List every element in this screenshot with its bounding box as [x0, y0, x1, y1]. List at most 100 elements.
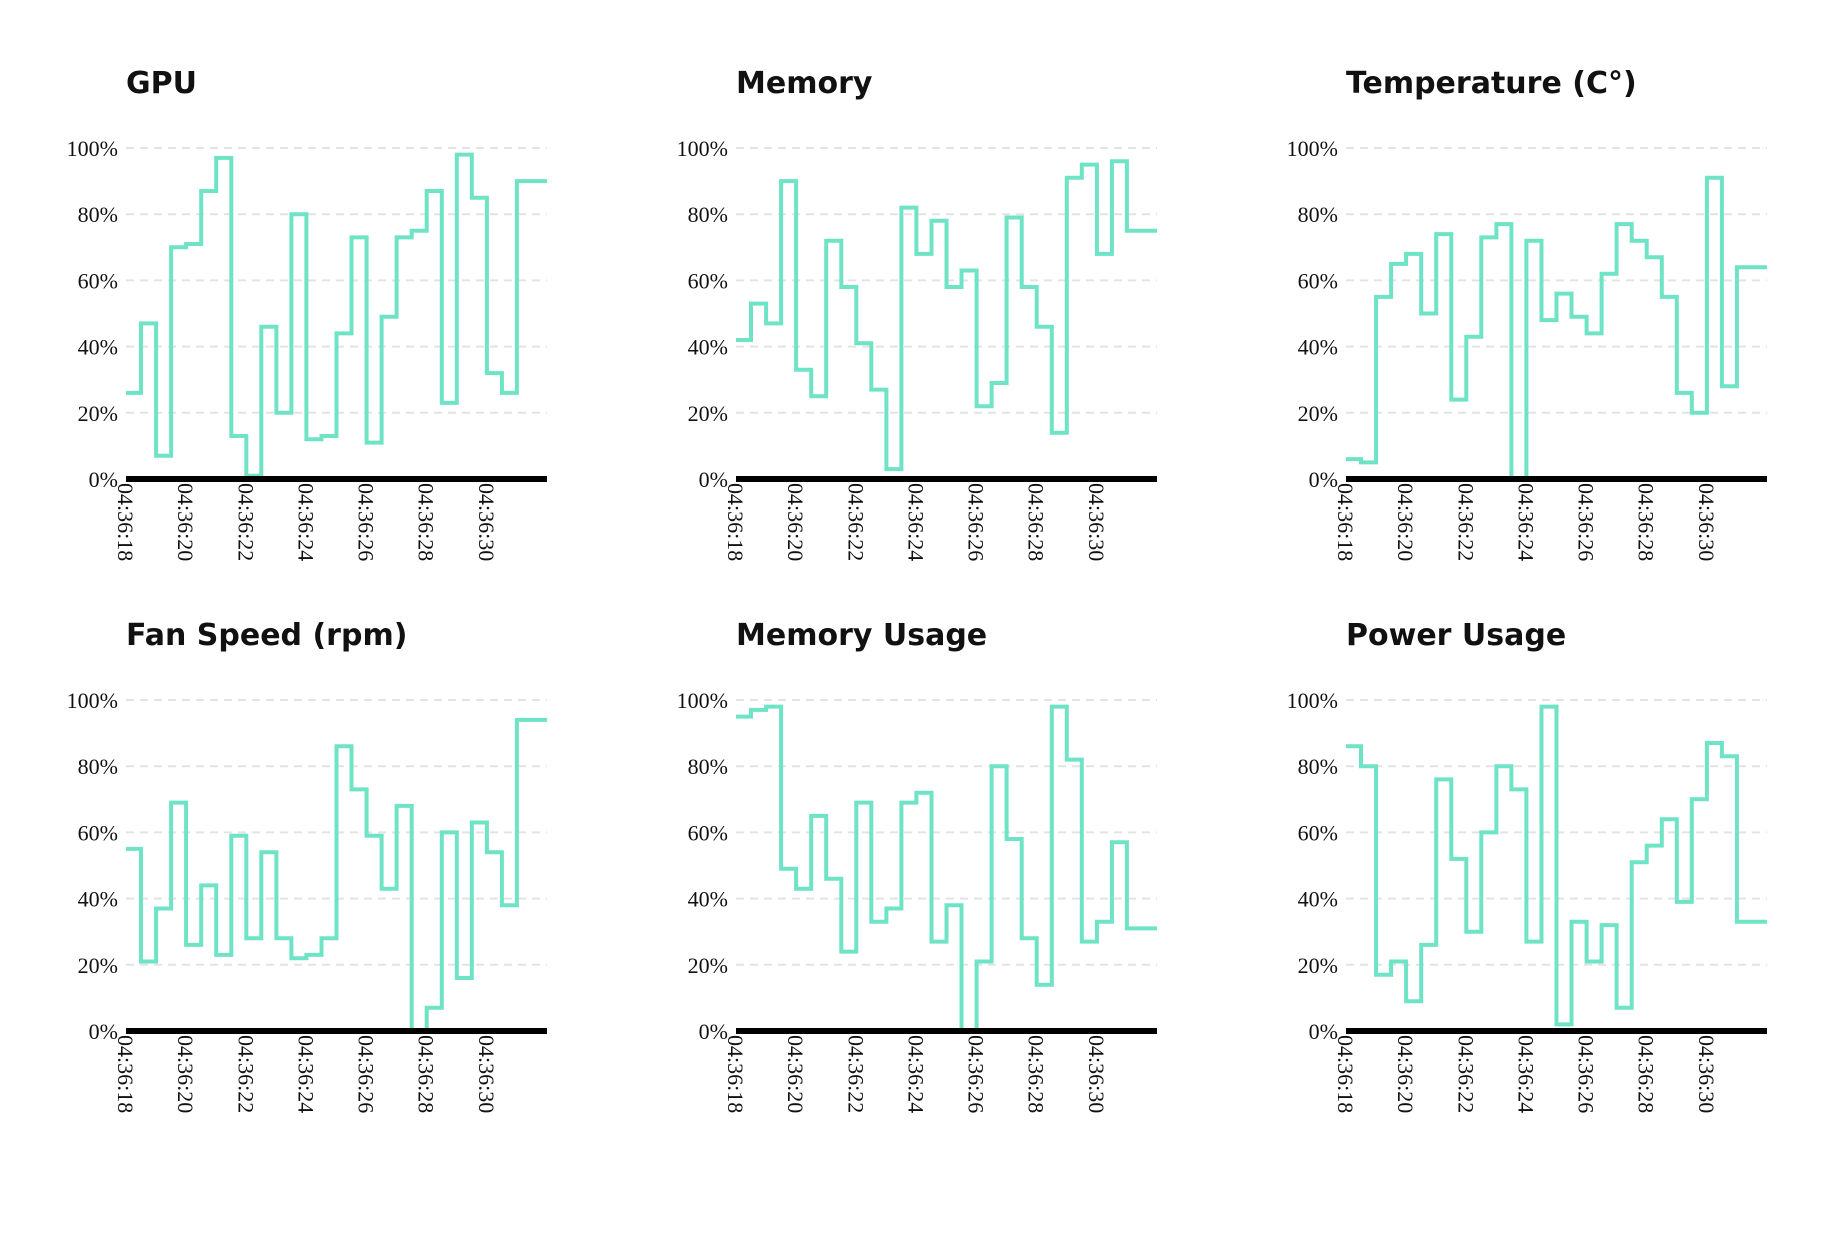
x-tick-label: 04:36:24 — [293, 1035, 318, 1113]
x-tick-label: 04:36:18 — [723, 1035, 748, 1113]
series-line — [126, 717, 547, 1033]
y-tick-label: 100% — [677, 688, 728, 713]
y-tick-label: 100% — [1287, 688, 1338, 713]
chart-panel-memory: Memory 0% 20% 40% 60% 80% 100% 04:36:18 04:36:2… — [610, 0, 1210, 561]
chart-title-gpu: GPU — [126, 66, 197, 101]
x-tick-label: 04:36:22 — [233, 1035, 258, 1113]
x-tick-label: 04:36:18 — [723, 483, 748, 561]
y-tick-label: 100% — [1287, 136, 1338, 161]
x-tick-label: 04:36:26 — [354, 1035, 379, 1113]
y-tick-label: 60% — [688, 268, 728, 293]
x-tick-label: 04:36:30 — [474, 483, 499, 561]
x-tick-label: 04:36:30 — [1694, 483, 1719, 561]
y-tick-label: 80% — [1298, 754, 1338, 779]
x-tick-label: 04:36:24 — [1513, 1035, 1538, 1113]
chart-panel-fan-speed: Fan Speed (rpm) 0% 20% 40% 60% 80% 100% 04:36:… — [0, 552, 600, 1113]
y-tick-label: 60% — [1298, 268, 1338, 293]
x-tick-label: 04:36:28 — [1634, 1035, 1659, 1113]
y-tick-label: 80% — [78, 202, 118, 227]
x-tick-label: 04:36:28 — [414, 1035, 439, 1113]
x-tick-label: 04:36:24 — [293, 483, 318, 561]
chart-svg-memory: 0% 20% 40% 60% 80% 100% 04:36:18 04:36:20 04:36:… — [677, 136, 1157, 561]
x-tick-label: 04:36:24 — [903, 1035, 928, 1113]
x-tick-label: 04:36:18 — [113, 1035, 138, 1113]
chart-panel-memory-usage: Memory Usage 0% 20% 40% 60% 80% 100% 04:36:18 0… — [610, 552, 1210, 1113]
x-tick-label: 04:36:18 — [1333, 1035, 1358, 1113]
x-tick-label: 04:36:26 — [1574, 1035, 1599, 1113]
y-tick-label: 40% — [688, 887, 728, 912]
y-tick-label: 60% — [688, 820, 728, 845]
chart-svg-power-usage: 0% 20% 40% 60% 80% 100% 04:36:18 04:36:20 04:36:… — [1287, 688, 1767, 1113]
x-tick-label: 04:36:28 — [414, 483, 439, 561]
chart-svg-gpu: 0% 20% 40% 60% 80% 100% 04:36:18 04:36:20 04:36:… — [67, 136, 547, 561]
y-tick-label: 0% — [699, 1019, 728, 1044]
y-tick-label: 40% — [78, 335, 118, 360]
x-tick-label: 04:36:20 — [783, 1035, 808, 1113]
y-tick-label: 20% — [688, 401, 728, 426]
y-tick-label: 60% — [1298, 820, 1338, 845]
x-tick-label: 04:36:28 — [1634, 483, 1659, 561]
chart-svg-fan-speed: 0% 20% 40% 60% 80% 100% 04:36:18 04:36:20 04:36:… — [67, 688, 547, 1113]
series-line — [1346, 704, 1767, 1027]
x-tick-label: 04:36:18 — [113, 483, 138, 561]
x-tick-label: 04:36:30 — [1084, 483, 1109, 561]
x-tick-label: 04:36:22 — [233, 483, 258, 561]
x-tick-label: 04:36:30 — [474, 1035, 499, 1113]
y-tick-label: 20% — [78, 401, 118, 426]
chart-panel-temperature: Temperature (C°) 0% 20% 40% 60% 80% 100% 04:36… — [1220, 0, 1820, 561]
chart-svg-memory-usage: 0% 20% 40% 60% 80% 100% 04:36:18 04:36:20 04:36:… — [677, 688, 1157, 1113]
y-tick-label: 20% — [1298, 953, 1338, 978]
y-tick-label: 80% — [688, 754, 728, 779]
chart-panel-power-usage: Power Usage 0% 20% 40% 60% 80% 100% 04:36:18 04… — [1220, 552, 1820, 1113]
series-line — [736, 704, 1157, 1033]
x-tick-label: 04:36:30 — [1084, 1035, 1109, 1113]
x-tick-label: 04:36:28 — [1024, 483, 1049, 561]
y-tick-label: 40% — [1298, 887, 1338, 912]
x-tick-label: 04:36:20 — [783, 483, 808, 561]
x-tick-label: 04:36:22 — [1453, 1035, 1478, 1113]
y-tick-label: 0% — [1309, 467, 1338, 492]
chart-svg-temperature: 0% 20% 40% 60% 80% 100% 04:36:18 04:36:20 04:36:… — [1287, 136, 1767, 561]
y-tick-label: 20% — [688, 953, 728, 978]
y-tick-label: 40% — [78, 887, 118, 912]
y-tick-label: 60% — [78, 268, 118, 293]
x-tick-label: 04:36:26 — [964, 1035, 989, 1113]
y-tick-label: 0% — [89, 1019, 118, 1044]
chart-panel-gpu: GPU 0% 20% 40% 60% 80% 100% 04:36:18 04:36:20 04… — [0, 0, 600, 561]
y-tick-label: 100% — [67, 136, 118, 161]
x-tick-label: 04:36:22 — [843, 483, 868, 561]
y-tick-label: 40% — [1298, 335, 1338, 360]
y-tick-label: 20% — [78, 953, 118, 978]
series-line — [126, 152, 547, 478]
y-tick-label: 60% — [78, 820, 118, 845]
series-line — [1346, 175, 1767, 481]
x-tick-label: 04:36:20 — [1393, 483, 1418, 561]
x-tick-label: 04:36:22 — [843, 1035, 868, 1113]
x-tick-label: 04:36:26 — [964, 483, 989, 561]
x-tick-label: 04:36:22 — [1453, 483, 1478, 561]
x-tick-label: 04:36:30 — [1694, 1035, 1719, 1113]
y-tick-label: 0% — [1309, 1019, 1338, 1044]
series-line — [736, 159, 1157, 472]
chart-title-memory: Memory — [736, 66, 873, 101]
x-tick-label: 04:36:20 — [173, 1035, 198, 1113]
y-tick-label: 80% — [1298, 202, 1338, 227]
y-tick-label: 100% — [67, 688, 118, 713]
x-tick-label: 04:36:18 — [1333, 483, 1358, 561]
y-tick-label: 20% — [1298, 401, 1338, 426]
y-tick-label: 0% — [699, 467, 728, 492]
y-tick-label: 40% — [688, 335, 728, 360]
chart-title-power-usage: Power Usage — [1346, 618, 1567, 653]
x-tick-label: 04:36:24 — [903, 483, 928, 561]
x-tick-label: 04:36:28 — [1024, 1035, 1049, 1113]
x-tick-label: 04:36:26 — [1574, 483, 1599, 561]
x-tick-label: 04:36:26 — [354, 483, 379, 561]
y-tick-label: 100% — [677, 136, 728, 161]
chart-title-memory-usage: Memory Usage — [736, 618, 988, 653]
chart-title-fan-speed: Fan Speed (rpm) — [126, 618, 408, 653]
x-tick-label: 04:36:24 — [1513, 483, 1538, 561]
x-tick-label: 04:36:20 — [173, 483, 198, 561]
y-tick-label: 80% — [688, 202, 728, 227]
x-tick-label: 04:36:20 — [1393, 1035, 1418, 1113]
y-tick-label: 0% — [89, 467, 118, 492]
